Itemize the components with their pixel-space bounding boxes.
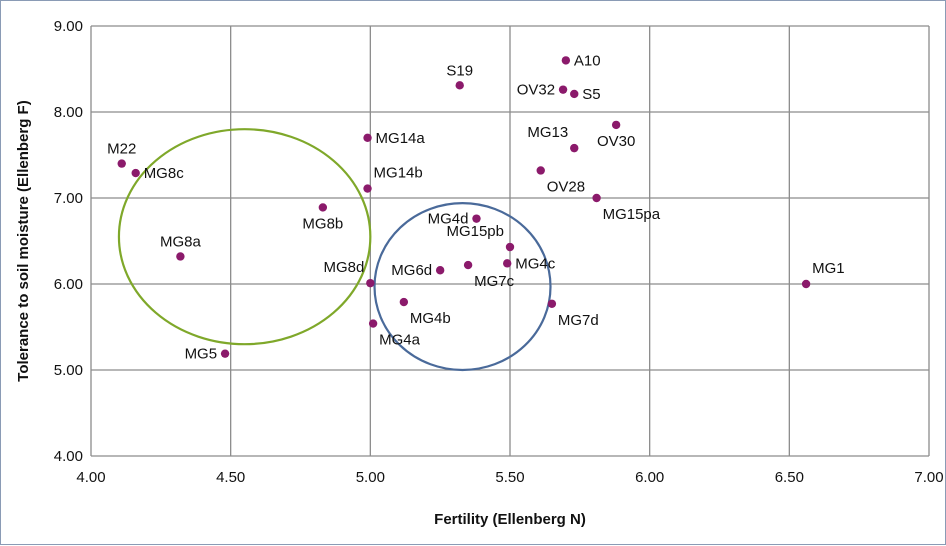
green-ellipse (117, 128, 372, 346)
y-tick-label: 9.00 (54, 18, 83, 35)
data-point (505, 242, 515, 252)
data-point-label: MG4c (515, 255, 556, 272)
x-tick-label: 6.00 (635, 469, 664, 486)
data-point-label: MG8b (302, 215, 343, 232)
y-axis-title: Tolerance to soil moisture (Ellenberg F) (15, 100, 32, 381)
data-point (131, 168, 140, 178)
data-point (220, 349, 230, 358)
data-point (399, 297, 409, 307)
data-point-label: S19 (446, 62, 473, 79)
data-point-label: MG4d (428, 211, 469, 228)
data-point-label: MG1 (812, 260, 845, 277)
y-tick-label: 5.00 (54, 362, 83, 379)
y-tick-labels: 4.00 5.00 6.00 7.00 8.00 9.00 (54, 18, 83, 465)
y-tick-label: 7.00 (54, 190, 83, 207)
data-point-label: OV32 (517, 82, 555, 99)
data-point-label: MG14a (376, 130, 426, 147)
grid-lines (90, 25, 930, 457)
data-point (318, 203, 328, 212)
y-tick-label: 8.00 (54, 104, 83, 121)
x-tick-label: 4.00 (76, 469, 105, 486)
data-point-label: MG8a (160, 233, 202, 250)
data-point-label: MG5 (185, 346, 218, 363)
data-point-label: MG7d (558, 312, 599, 329)
data-point-label: MG8d (323, 259, 364, 276)
group-ellipses (117, 128, 552, 372)
data-point (366, 278, 375, 288)
data-point-label: MG6d (391, 262, 432, 279)
data-point (117, 159, 126, 168)
data-point-label: OV28 (547, 178, 585, 195)
data-point (592, 193, 601, 203)
data-point (561, 56, 571, 65)
data-point-label: MG13 (527, 124, 568, 141)
x-tick-label: 4.50 (216, 469, 245, 486)
data-point-label: MG8c (144, 165, 185, 182)
x-tick-label: 5.50 (495, 469, 524, 486)
data-point (176, 252, 185, 261)
data-point (463, 260, 473, 270)
x-tick-label: 6.50 (775, 469, 804, 486)
data-point (570, 143, 579, 153)
data-point-label: MG7c (474, 273, 515, 290)
data-point-label: MG4b (410, 310, 451, 327)
data-point (536, 166, 545, 175)
data-point (801, 279, 811, 289)
data-point (611, 120, 621, 130)
data-point (472, 214, 481, 223)
data-point-label: M22 (107, 141, 136, 158)
x-axis-title: Fertility (Ellenberg N) (434, 511, 586, 528)
data-point-label: MG15pa (603, 206, 661, 223)
data-points: A10 S19 OV32 S5 OV30 MG13 MG14a M22 MG8c OV28 MG14… (107, 52, 844, 362)
x-tick-label: 5.00 (356, 469, 385, 486)
y-tick-label: 6.00 (54, 276, 83, 293)
data-point (435, 266, 445, 275)
data-point (503, 259, 512, 268)
data-point-label: MG15pb (446, 223, 504, 240)
blue-ellipse (373, 202, 552, 372)
y-tick-label: 4.00 (54, 448, 83, 465)
data-point (363, 133, 372, 142)
data-point (368, 319, 378, 328)
data-point-label: S5 (582, 86, 600, 103)
data-point (570, 89, 579, 99)
data-point-label: MG14b (374, 165, 423, 182)
data-point (547, 299, 557, 308)
data-point-label: OV30 (597, 133, 635, 150)
data-point (558, 85, 568, 94)
data-point-label: A10 (574, 52, 601, 69)
x-tick-labels: 4.00 4.50 5.00 5.50 6.00 6.50 7.00 (76, 469, 943, 486)
data-point-label: MG4a (379, 332, 421, 349)
x-tick-label: 7.00 (914, 469, 943, 486)
data-point (363, 184, 372, 193)
data-point (455, 81, 464, 90)
